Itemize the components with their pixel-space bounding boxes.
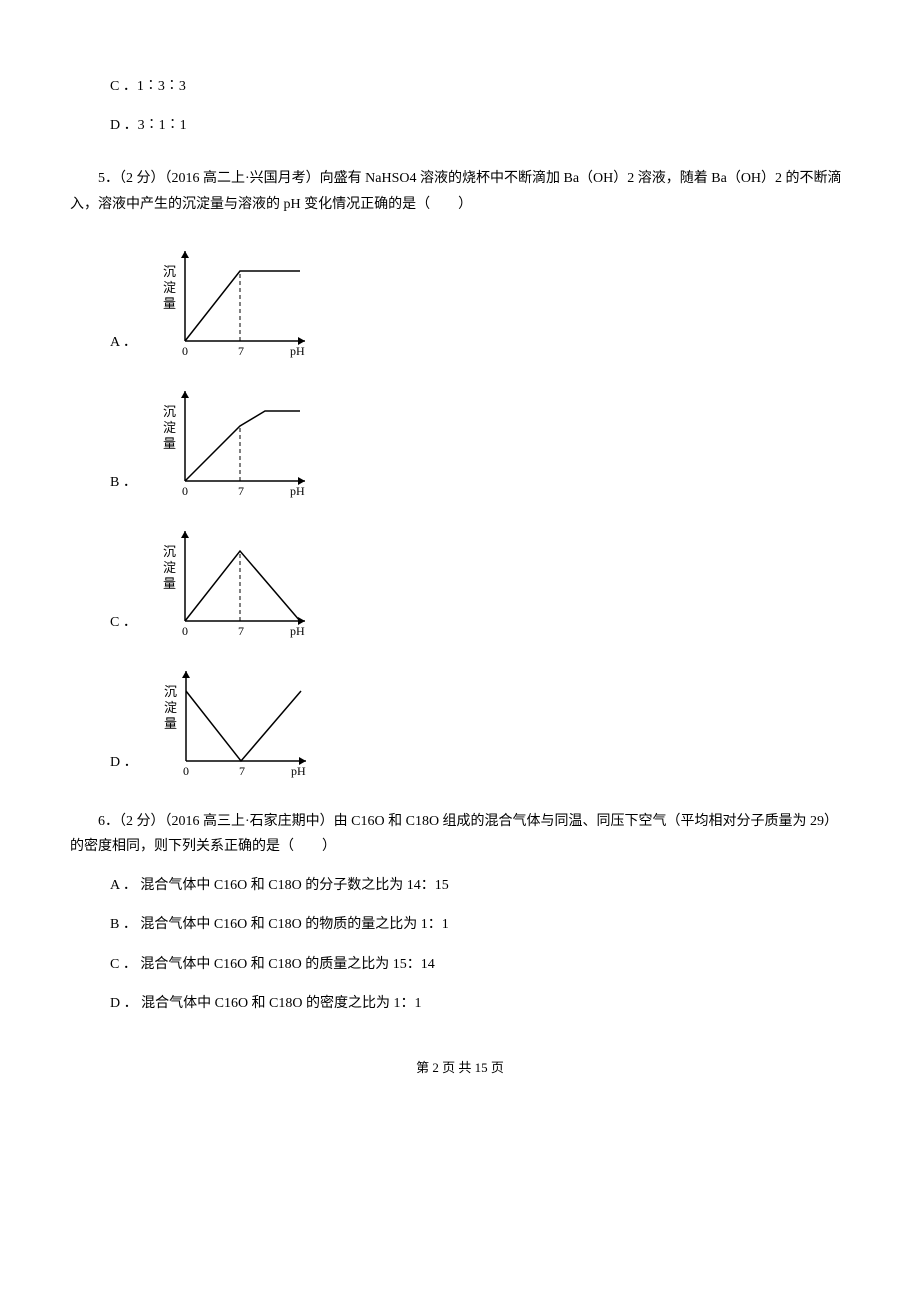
q5-chart-c: 沉淀量 0 7 pH xyxy=(145,511,315,641)
q6-stem: 6．（2 分）（2016 高三上·石家庄期中）由 C16O 和 C18O 组成的… xyxy=(70,809,850,859)
q4-option-d: D ．3∶1∶1 xyxy=(110,113,850,138)
svg-text:7: 7 xyxy=(238,624,244,638)
q5-option-a: A ． 沉淀量 0 7 pH xyxy=(110,231,850,361)
q6-option-b: B ． 混合气体中 C16O 和 C18O 的物质的量之比为 1：1 xyxy=(110,912,850,937)
q5-chart-a: 沉淀量 0 7 pH xyxy=(145,231,315,361)
svg-text:量: 量 xyxy=(164,716,177,731)
q5-stem: 5．（2 分）（2016 高二上·兴国月考）向盛有 NaHSO4 溶液的烧杯中不… xyxy=(70,166,850,216)
svg-text:淀: 淀 xyxy=(163,280,176,295)
svg-text:7: 7 xyxy=(238,484,244,498)
q5-option-c: C ． 沉淀量 0 7 pH xyxy=(110,511,850,641)
q5-chart-b: 沉淀量 0 7 pH xyxy=(145,371,315,501)
svg-text:量: 量 xyxy=(163,296,176,311)
svg-text:0: 0 xyxy=(182,484,188,498)
q5-option-c-letter: C ． xyxy=(110,610,137,641)
svg-text:7: 7 xyxy=(238,344,244,358)
svg-text:沉: 沉 xyxy=(164,684,177,699)
svg-text:量: 量 xyxy=(163,576,176,591)
svg-text:pH: pH xyxy=(290,624,305,638)
q5-option-b: B ． 沉淀量 0 7 pH xyxy=(110,371,850,501)
svg-text:淀: 淀 xyxy=(164,700,177,715)
svg-text:沉: 沉 xyxy=(163,544,176,559)
q6-option-c: C ． 混合气体中 C16O 和 C18O 的质量之比为 15：14 xyxy=(110,952,850,977)
svg-text:0: 0 xyxy=(182,344,188,358)
q5-chart-d: 沉淀量 0 7 pH xyxy=(146,651,316,781)
q5-option-d-letter: D ． xyxy=(110,750,138,781)
q5-option-d: D ． 沉淀量 0 7 pH xyxy=(110,651,850,781)
svg-text:淀: 淀 xyxy=(163,560,176,575)
svg-text:沉: 沉 xyxy=(163,264,176,279)
svg-text:pH: pH xyxy=(291,764,306,778)
svg-text:7: 7 xyxy=(239,764,245,778)
svg-text:pH: pH xyxy=(290,344,305,358)
q5-option-a-letter: A ． xyxy=(110,330,137,361)
q6-option-d: D ． 混合气体中 C16O 和 C18O 的密度之比为 1：1 xyxy=(110,991,850,1016)
q6-option-a: A ． 混合气体中 C16O 和 C18O 的分子数之比为 14：15 xyxy=(110,873,850,898)
svg-text:pH: pH xyxy=(290,484,305,498)
svg-text:沉: 沉 xyxy=(163,404,176,419)
svg-text:量: 量 xyxy=(163,436,176,451)
svg-text:淀: 淀 xyxy=(163,420,176,435)
page-footer: 第 2 页 共 15 页 xyxy=(70,1056,850,1079)
q4-option-c: C ．1∶3∶3 xyxy=(110,74,850,99)
q5-option-b-letter: B ． xyxy=(110,470,137,501)
svg-text:0: 0 xyxy=(182,624,188,638)
svg-text:0: 0 xyxy=(183,764,189,778)
